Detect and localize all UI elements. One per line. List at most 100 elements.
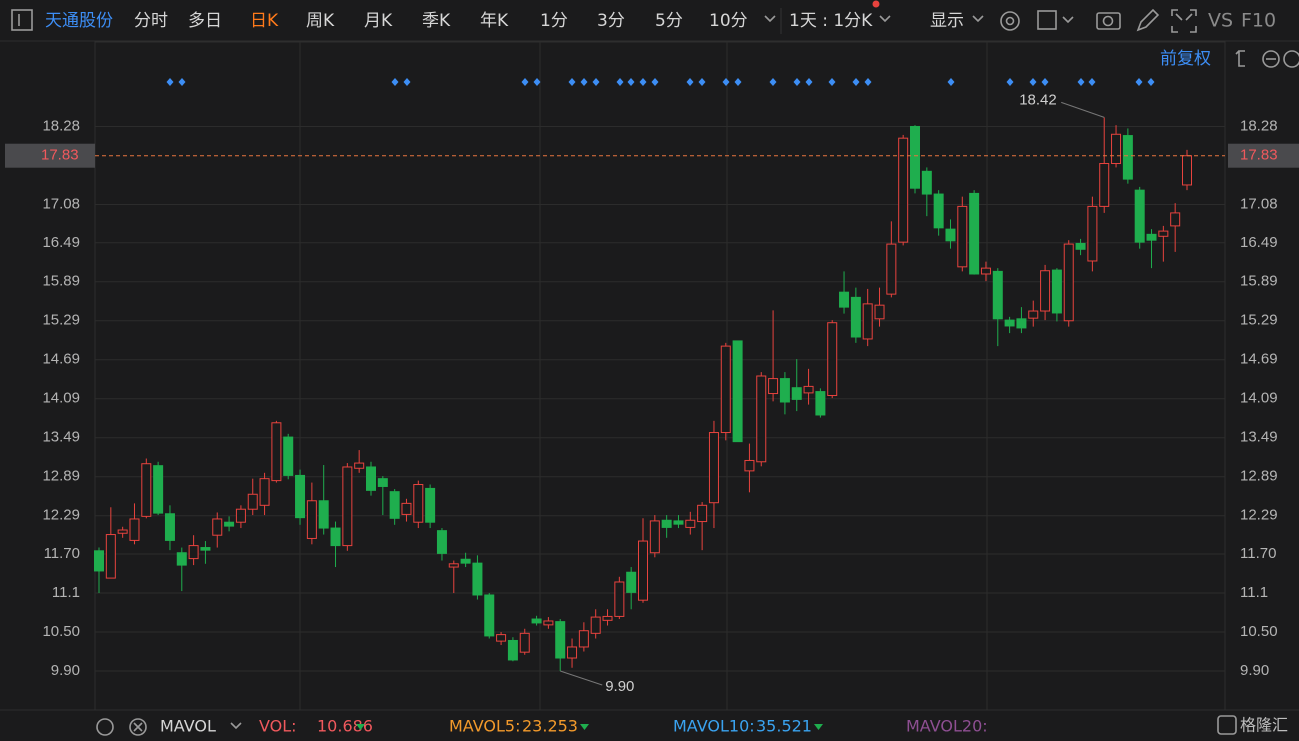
candle-body: [1016, 318, 1027, 329]
signal-marker: [651, 78, 659, 86]
signal-marker: [627, 78, 635, 86]
signal-marker: [580, 78, 588, 86]
indicator-close[interactable]: [129, 718, 147, 736]
period-tab[interactable]: 月K: [364, 11, 393, 31]
sidebar-toggle[interactable]: [11, 9, 33, 31]
y-tick-label: 14.09: [42, 390, 80, 407]
period-tab[interactable]: 3分: [597, 11, 625, 31]
period-tab[interactable]: 季K: [422, 11, 451, 31]
signal-marker: [793, 78, 801, 86]
y-tick-label: 9.90: [51, 662, 80, 679]
chevron[interactable]: [230, 722, 242, 730]
candle-body: [413, 484, 424, 523]
candle-body: [614, 581, 625, 617]
period-tab[interactable]: 1分: [540, 11, 568, 31]
candle-body: [1170, 212, 1181, 227]
signal-marker: [864, 78, 872, 86]
y2-tick-label: 13.49: [1240, 429, 1278, 446]
signal-marker: [686, 78, 694, 86]
signal-marker: [947, 78, 955, 86]
indicator-name[interactable]: MAVOL: [160, 717, 216, 736]
toolbar: 天通股份 1天 : 1分K 显示 VS F10: [11, 0, 1276, 34]
zoom-out[interactable]: [1262, 50, 1280, 68]
candle-body: [543, 620, 554, 626]
signal-marker: [805, 78, 813, 86]
signal-marker: [1147, 78, 1155, 86]
brand-logo: [1217, 715, 1237, 735]
candle-body: [661, 519, 672, 528]
candle-body: [1040, 270, 1051, 312]
y-tick-label: 11.1: [52, 584, 80, 601]
candle-body: [531, 618, 542, 624]
y2-tick-label: 17.08: [1240, 195, 1278, 212]
settings-icon[interactable]: [1000, 11, 1020, 31]
candle-body: [756, 375, 767, 463]
candle-body: [957, 205, 968, 268]
period-tab[interactable]: 多日: [188, 11, 222, 31]
y-tick-label: 15.89: [42, 273, 80, 290]
candle-body: [1004, 319, 1015, 327]
indicator-label: VOL:: [259, 717, 297, 736]
camera-icon[interactable]: [1096, 12, 1121, 30]
candle-body: [969, 192, 980, 275]
period-tab[interactable]: 周K: [306, 11, 335, 31]
vs-button[interactable]: VS: [1208, 10, 1233, 32]
signal-marker: [166, 78, 174, 86]
y-tick-label: 16.49: [42, 234, 80, 251]
candle-body: [164, 513, 175, 541]
candle-body: [1087, 205, 1098, 262]
y2-tick-label: 11.70: [1240, 545, 1276, 562]
candle-body: [425, 487, 436, 523]
candle-body: [1075, 242, 1086, 250]
chevron[interactable]: [1062, 16, 1074, 24]
candle-body: [176, 552, 187, 566]
candle-body: [744, 459, 755, 472]
period-tab[interactable]: 5分: [655, 11, 683, 31]
candle-body: [720, 345, 731, 434]
candle-body: [283, 436, 294, 476]
period-select[interactable]: 1天 : 1分K: [789, 11, 873, 31]
chevron[interactable]: [879, 15, 891, 23]
period-tab[interactable]: 年K: [480, 11, 509, 31]
candle-body: [803, 385, 814, 394]
fullscreen-icon[interactable]: [1171, 9, 1197, 33]
candle-body: [791, 387, 802, 400]
candle-body: [318, 500, 329, 529]
candle-body: [590, 616, 601, 634]
zoom-in[interactable]: [1283, 50, 1299, 68]
chevron[interactable]: [764, 15, 776, 23]
period-tab[interactable]: 分时: [134, 11, 168, 31]
candle-body: [1146, 233, 1157, 241]
indicator-label: MAVOL10:: [673, 717, 755, 736]
chevron[interactable]: [972, 15, 984, 23]
y2-tick-label: 16.49: [1240, 234, 1278, 251]
candle-body: [117, 529, 128, 534]
display-menu[interactable]: 显示: [930, 11, 964, 31]
brand: 格隆汇: [1240, 716, 1288, 735]
candle-body: [448, 563, 459, 568]
candle-body: [1182, 155, 1192, 186]
indicator-value: 35.521: [756, 717, 812, 736]
signal-marker: [698, 78, 706, 86]
candle-body: [354, 462, 365, 469]
layout-icon[interactable]: [1037, 10, 1057, 30]
candle-body: [259, 478, 270, 506]
adjust-button[interactable]: 前复权: [1160, 49, 1211, 69]
f10-button[interactable]: F10: [1241, 10, 1276, 32]
indicator-settings[interactable]: [96, 718, 114, 736]
candle-body: [377, 478, 388, 487]
trend-arrow: [580, 724, 589, 730]
signal-marker: [533, 78, 541, 86]
candle-body: [602, 615, 613, 621]
reset-icon[interactable]: [1235, 50, 1245, 67]
stock-name[interactable]: 天通股份: [45, 11, 113, 31]
candle-body: [1111, 133, 1122, 165]
period-tab[interactable]: 日K: [250, 11, 279, 31]
candle-body: [94, 550, 104, 572]
candle-body: [697, 504, 708, 523]
signal-marker: [1088, 78, 1096, 86]
candle-body: [235, 508, 246, 523]
period-tab[interactable]: 10分: [709, 11, 748, 31]
pen-icon[interactable]: [1136, 8, 1160, 32]
